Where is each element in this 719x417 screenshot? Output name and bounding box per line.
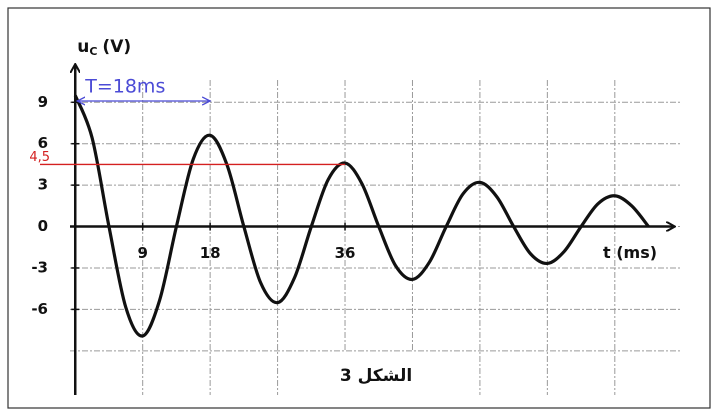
y-tick-label: 3: [38, 176, 48, 194]
caption: الشكل 3: [340, 366, 412, 386]
plot: [73, 94, 650, 338]
y-axis-label: uC (V): [77, 37, 131, 58]
reference-label: 4,5: [29, 150, 50, 165]
x-tick-label: 9: [137, 244, 147, 262]
signal-curve: [73, 94, 650, 338]
y-tick-label: 6: [38, 134, 48, 152]
y-axis-label-part: C: [89, 45, 97, 58]
y-axis-label-part: u: [77, 37, 89, 57]
frame: [7, 7, 711, 409]
period-label: T=18ms: [84, 76, 165, 98]
y-tick-label: -6: [31, 300, 48, 318]
y-axis-label-part: (V): [102, 37, 131, 57]
y-tick-label: -3: [31, 258, 48, 276]
y-tick-label: 9: [38, 93, 48, 111]
x-tick-label: 36: [335, 244, 356, 262]
y-tick-label: 0: [38, 217, 48, 235]
x-tick-label: 18: [200, 244, 221, 262]
x-axis-label: t (ms): [603, 243, 657, 262]
caption-box: [312, 352, 440, 396]
